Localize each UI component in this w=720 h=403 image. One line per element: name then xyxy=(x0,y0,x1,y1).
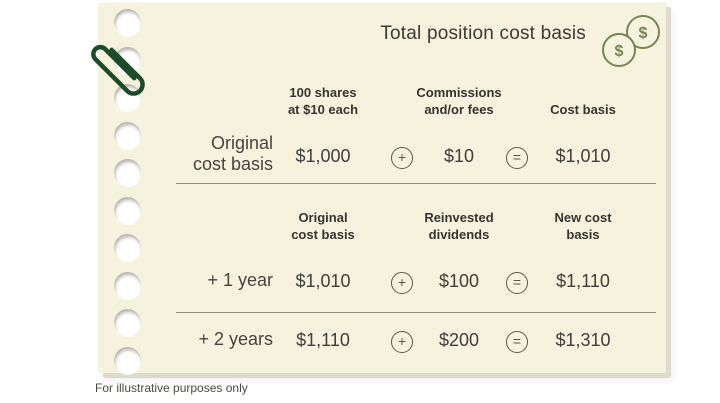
equals-operator-icon: = xyxy=(506,272,528,294)
equals-operator-icon: = xyxy=(506,147,528,169)
value-original-cost-basis-y1: $1,010 xyxy=(295,271,351,291)
plus-operator-icon: + xyxy=(391,147,413,169)
value-original-cost-basis-y2: $1,110 xyxy=(296,330,350,350)
column-header-commissions: Commissions and/or fees xyxy=(416,85,502,117)
column-header-original-cost-basis: Original cost basis xyxy=(291,210,355,242)
column-header-cost-basis: Cost basis xyxy=(550,102,616,117)
row-label-plus-2-years: + 2 years xyxy=(198,329,273,349)
punch-hole xyxy=(114,122,141,149)
value-new-cost-basis-y2: $1,310 xyxy=(555,330,611,350)
value-new-cost-basis-y1: $1,110 xyxy=(556,271,610,291)
punch-hole xyxy=(114,197,141,224)
value-commissions: $10 xyxy=(443,146,475,166)
column-header-new-cost-basis: New cost basis xyxy=(554,210,612,242)
row-label-plus-1-year: + 1 year xyxy=(207,270,273,290)
punch-hole xyxy=(114,347,141,374)
page-title: Total position cost basis xyxy=(380,23,586,44)
row-divider xyxy=(176,312,656,313)
note-card: Total position cost basis $ $ 100 shares… xyxy=(98,2,666,374)
row-divider xyxy=(176,183,656,184)
row-label-original-cost-basis: Original cost basis xyxy=(192,133,273,174)
illustrative-footnote: For illustrative purposes only xyxy=(95,381,248,395)
coin-dollar-symbol: $ xyxy=(639,25,648,42)
column-header-reinvested-dividends: Reinvested dividends xyxy=(424,210,494,242)
punch-hole xyxy=(114,234,141,261)
coin-dollar-symbol: $ xyxy=(615,43,624,60)
punch-hole xyxy=(114,9,141,36)
punch-hole xyxy=(114,159,141,186)
punch-hole xyxy=(114,272,141,299)
paperclip-icon xyxy=(91,44,145,96)
punch-hole xyxy=(114,309,141,336)
plus-operator-icon: + xyxy=(391,272,413,294)
value-dividends-y1: $100 xyxy=(438,271,480,291)
equals-operator-icon: = xyxy=(506,331,528,353)
value-cost-basis: $1,010 xyxy=(555,146,611,166)
dollar-coins-icon: $ $ xyxy=(602,15,660,67)
value-shares-total: $1,000 xyxy=(295,146,351,166)
value-dividends-y2: $200 xyxy=(438,330,480,350)
plus-operator-icon: + xyxy=(391,331,413,353)
column-header-shares: 100 shares at $10 each xyxy=(287,85,359,117)
